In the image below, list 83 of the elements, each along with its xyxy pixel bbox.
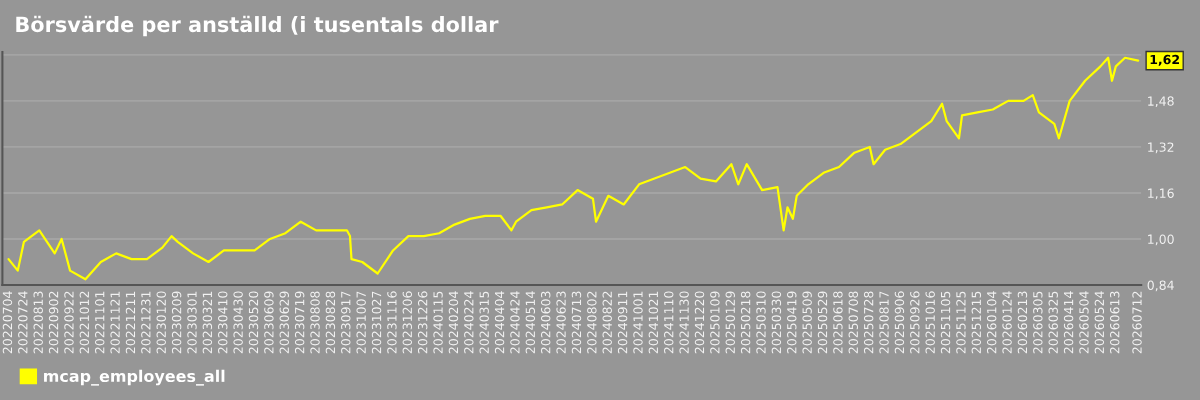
x-tick-label: 20250419	[787, 291, 797, 354]
x-tick-label: 20220813	[33, 291, 43, 354]
x-tick-label: 20230609	[264, 291, 274, 354]
x-tick-label: 20260305	[1033, 291, 1043, 354]
x-tick-label: 20231116	[387, 291, 397, 354]
x-tick-label: 20250926	[910, 291, 920, 354]
x-tick-label: 20240224	[464, 291, 474, 354]
x-tick-label: 20240802	[587, 291, 597, 354]
x-tick-label: 20240822	[602, 291, 612, 354]
x-tick-label: 20250708	[848, 291, 859, 354]
y-tick-label: 1,00	[1148, 234, 1174, 246]
x-tick-label: 20241110	[664, 291, 674, 354]
x-tick-label: 20240424	[510, 291, 520, 354]
x-tick-label: 20251215	[971, 291, 982, 354]
x-tick-label: 20250906	[894, 291, 905, 354]
x-tick-label: 20240911	[617, 291, 628, 354]
x-tick-label: 20251105	[940, 291, 951, 354]
x-tick-label: 20230520	[248, 291, 259, 354]
x-tick-label: 20251016	[925, 291, 935, 354]
x-tick-label: 20230828	[325, 291, 336, 354]
x-tick-label: 20230917	[341, 291, 351, 354]
x-tick-label: 20230808	[310, 291, 320, 354]
x-tick-label: 20250330	[771, 291, 782, 354]
x-tick-label: 20240115	[433, 291, 443, 354]
x-tick-label: 20221211	[125, 291, 136, 354]
x-tick-label: 20260104	[986, 291, 997, 354]
x-tick-label: 20240603	[540, 291, 551, 354]
x-tick-label: 20220902	[48, 291, 59, 354]
annotation: 1,62	[1150, 54, 1179, 66]
x-tick-label: 20250728	[863, 291, 874, 354]
x-tick-label: 20221231	[141, 291, 151, 354]
x-tick-label: 20260613	[1110, 291, 1120, 354]
x-tick-label: 20250529	[817, 291, 828, 354]
x-tick-label: 20240315	[479, 291, 489, 354]
x-tick-label: 20230321	[202, 291, 213, 354]
x-tick-label: 20241130	[679, 291, 689, 354]
x-tick-label: 20220922	[64, 291, 74, 354]
x-tick-label: 20250129	[725, 291, 735, 354]
x-tick-label: 20241001	[633, 291, 643, 354]
x-tick-label: 20241220	[694, 291, 705, 354]
x-tick-label: 20230719	[294, 291, 305, 354]
x-tick-label: 20250310	[756, 291, 766, 354]
legend-label: mcap_employees_all	[44, 369, 225, 386]
x-tick-label: 20221121	[110, 291, 120, 354]
x-tick-label: 20250817	[879, 291, 889, 354]
x-tick-label: 20260504	[1079, 291, 1089, 354]
x-tick-label: 20260124	[1002, 291, 1012, 354]
x-tick-label: 20221101	[95, 291, 105, 354]
x-tick-label: 20260213	[1017, 291, 1028, 354]
y-tick-label: 1,32	[1148, 142, 1174, 154]
x-tick-label: 20251125	[956, 291, 966, 354]
x-tick-label: 20231027	[371, 291, 382, 354]
x-tick-label: 20240623	[556, 291, 566, 354]
line-series	[7, 56, 1140, 281]
x-tick-label: 20240713	[571, 291, 582, 354]
x-tick-label: 20260524	[1094, 291, 1105, 354]
x-tick-label: 20240404	[494, 291, 505, 354]
x-tick-label: 20260712	[1132, 291, 1142, 354]
x-tick-label: 20240514	[525, 291, 536, 354]
x-tick-label: 20220704	[2, 291, 13, 354]
x-tick-label: 20221012	[79, 291, 90, 354]
x-tick-label: 20230629	[279, 291, 289, 354]
y-tick-label: 0,84	[1147, 280, 1174, 292]
x-tick-label: 20230430	[233, 291, 243, 354]
y-tick-label: 1,48	[1148, 96, 1174, 108]
x-tick-label: 20220724	[18, 291, 28, 354]
x-tick-label: 20231226	[417, 291, 428, 354]
x-tick-label: 20250109	[710, 291, 720, 354]
x-tick-label: 20240204	[448, 291, 459, 354]
x-tick-label: 20230120	[156, 291, 166, 354]
x-tick-label: 20250218	[740, 291, 751, 354]
x-tick-label: 20230301	[187, 291, 197, 354]
x-tick-label: 20260325	[1048, 291, 1058, 354]
x-tick-label: 20250509	[802, 291, 812, 354]
x-tick-label: 20230209	[171, 291, 182, 354]
x-tick-label: 20250618	[833, 291, 843, 354]
x-tick-label: 20231206	[402, 291, 413, 354]
x-tick-label: 20230410	[218, 291, 228, 354]
x-tick-label: 20260414	[1063, 291, 1074, 354]
y-tick-label: 1,16	[1148, 188, 1174, 200]
chart-title: Börsvärde per anställd (i tusentals dollar	[16, 15, 499, 37]
x-tick-label: 20241021	[648, 291, 659, 354]
x-tick-label: 20231007	[356, 291, 366, 354]
